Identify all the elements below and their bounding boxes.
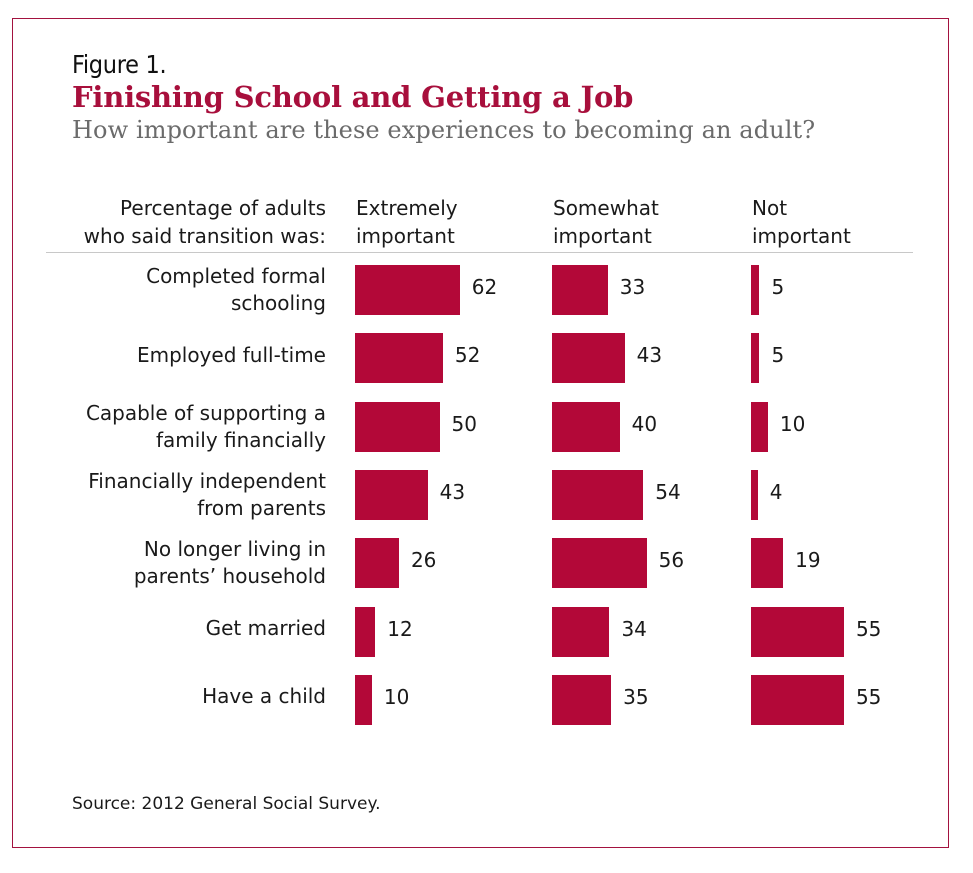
category-label: Capable of supporting a family financiall… — [86, 400, 326, 454]
bar — [751, 674, 844, 725]
row-header-line-2: who said transition was: — [83, 224, 326, 248]
header-divider — [46, 252, 913, 253]
data-label: 34 — [621, 616, 647, 641]
source-note: Source: 2012 General Social Survey. — [72, 794, 381, 814]
data-label: 35 — [623, 684, 649, 709]
bar — [355, 538, 399, 589]
data-label: 54 — [655, 479, 681, 504]
bar — [751, 333, 760, 384]
bar — [552, 401, 620, 452]
chart-title: Finishing School and Getting a Job — [72, 80, 634, 114]
bar — [552, 333, 625, 384]
bar — [355, 674, 372, 725]
column-header-line: important — [752, 224, 851, 248]
bar — [751, 401, 768, 452]
data-label: 5 — [771, 343, 785, 368]
data-label: 5 — [771, 275, 785, 299]
data-label: 52 — [454, 343, 481, 368]
bar — [355, 469, 428, 520]
data-label: 4 — [769, 479, 783, 504]
bar — [552, 606, 610, 657]
bar — [751, 469, 758, 520]
data-label: 10 — [779, 411, 806, 436]
column-header-extremely-important: Extremely important — [356, 194, 458, 250]
bar — [355, 606, 376, 657]
data-label: 56 — [658, 548, 685, 573]
data-label: 50 — [451, 411, 477, 436]
category-label: Completed formal schooling — [146, 263, 326, 317]
bar — [751, 606, 844, 657]
category-label-line: Financially independent — [88, 468, 326, 493]
bar — [751, 538, 784, 589]
column-header-line: Somewhat — [553, 196, 659, 220]
bar — [552, 469, 644, 520]
column-header-line: important — [553, 224, 652, 248]
chart-subtitle: How important are these experiences to b… — [72, 116, 816, 144]
category-label: Have a child — [202, 683, 326, 710]
category-label: Get married — [206, 615, 326, 642]
category-label-line: from parents — [197, 495, 326, 520]
category-label: Financially independent from parents — [88, 468, 326, 522]
data-label: 43 — [636, 343, 663, 368]
bar — [552, 538, 647, 589]
category-label-line: No longer living in — [143, 537, 326, 562]
figure-number: Figure 1. — [72, 50, 167, 79]
category-label: No longer living in parents’ household — [134, 536, 326, 590]
category-label-line: schooling — [230, 291, 326, 315]
column-header-not-important: Not important — [752, 194, 851, 250]
category-label-line: family financially — [155, 427, 326, 452]
bar — [355, 333, 443, 384]
column-header-somewhat-important: Somewhat important — [553, 194, 659, 250]
category-label-line: Completed formal — [146, 264, 326, 288]
data-label: 40 — [631, 411, 658, 436]
data-label: 55 — [855, 616, 882, 641]
category-label: Employed full-time — [137, 342, 326, 369]
row-header-line-1: Percentage of adults — [120, 196, 326, 220]
data-label: 33 — [619, 275, 646, 299]
data-label: 62 — [471, 275, 498, 299]
category-label-line: Capable of supporting a — [85, 400, 326, 425]
bar — [355, 401, 440, 452]
data-label: 12 — [387, 616, 413, 641]
data-label: 43 — [439, 479, 466, 504]
category-label-line: Employed full-time — [136, 342, 326, 367]
data-label: 26 — [410, 548, 437, 573]
bar — [552, 674, 612, 725]
bar — [751, 265, 760, 315]
bar — [355, 265, 460, 315]
column-header-line: Extremely — [356, 196, 458, 220]
category-label-line: Get married — [205, 616, 326, 640]
data-label: 10 — [383, 684, 410, 709]
bar — [552, 265, 608, 315]
category-label-line: parents’ household — [133, 564, 326, 589]
column-header-line: Not — [752, 196, 788, 220]
data-label: 19 — [795, 548, 821, 573]
figure-frame — [12, 18, 949, 848]
data-label: 55 — [855, 684, 882, 709]
category-label-line: Have a child — [202, 684, 326, 709]
column-header-line: important — [356, 224, 455, 248]
row-header: Percentage of adults who said transition… — [84, 194, 326, 250]
